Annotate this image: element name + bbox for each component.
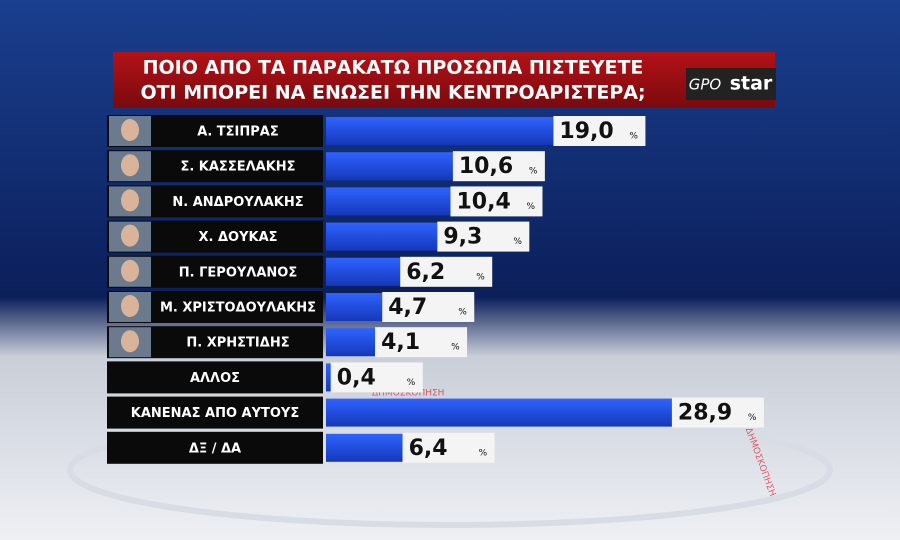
bar [326,222,438,251]
value-unit: % [458,308,467,318]
value-unit: % [407,378,416,388]
value-unit: % [526,202,535,212]
value-label: 4,7 [388,295,427,320]
value-label: 6,2 [406,260,445,285]
value-label: 0,4 [337,365,376,390]
photo-face [121,259,139,282]
value-box [437,221,530,252]
bar [326,433,403,462]
value-label: 4,1 [381,330,420,355]
bar [326,293,383,321]
watermark: ΔΗΜΟΣΚΟΠΗΣΗ [372,389,444,399]
category-label: ΚΑΝΕΝΑΣ ΑΠΟ ΑΥΤΟΥΣ [131,406,299,421]
value-label: 10,6 [459,154,513,179]
photo-face [121,189,139,212]
category-label: Π. ΧΡΗΣΤΙΔΗΣ [186,336,289,351]
photo-face [121,154,139,177]
bar [326,398,672,427]
photo-face [121,224,139,247]
bar [326,152,453,181]
value-label: 10,4 [456,189,510,214]
value-label: 19,0 [559,119,613,144]
value-box [553,116,646,146]
value-box [671,397,764,428]
bar [326,187,451,216]
value-box [375,327,468,358]
bar [326,117,554,145]
value-unit: % [479,448,488,458]
label-box [107,396,323,429]
value-box [402,432,495,463]
category-label: ΑΛΛΟΣ [190,371,240,386]
category-label: Ν. ΑΝΔΡΟΥΛΑΚΗΣ [172,195,303,210]
value-unit: % [529,167,538,177]
value-label: 6,4 [409,436,448,461]
value-box [382,292,475,322]
logo: star [730,73,773,95]
category-label: Μ. ΧΡΙΣΤΟΔΟΥΛΑΚΗΣ [160,301,316,316]
value-label: 9,3 [443,225,482,250]
value-unit: % [629,132,638,142]
photo-face [121,330,139,353]
bar [326,257,401,286]
value-box [450,186,543,217]
photo-face [121,119,139,141]
logo-box [686,68,776,100]
photo-face [121,295,139,317]
bar [326,363,331,392]
logo: GPO [689,76,722,94]
category-label: ΔΞ / ΔΑ [189,441,241,456]
value-box [400,256,493,287]
label-box [107,431,323,464]
value-box [330,362,423,393]
title-panel [113,52,775,108]
value-unit: % [476,272,485,282]
category-label: Α. ΤΣΙΠΡΑΣ [197,125,278,140]
value-unit: % [451,343,460,353]
category-label: Π. ΓΕΡΟΥΛΑΝΟΣ [179,265,297,280]
value-unit: % [513,237,522,247]
title: ΠΟΙΟ ΑΠΟ ΤΑ ΠΑΡΑΚΑΤΩ ΠΡΟΣΩΠΑ ΠΙΣΤΕΥΕΤΕ [143,57,644,79]
category-label: Χ. ΔΟΥΚΑΣ [198,230,277,245]
bar [326,328,376,357]
label-box [107,361,323,394]
category-label: Σ. ΚΑΣΣΕΛΑΚΗΣ [180,160,295,175]
value-box [452,151,545,182]
title: ΟΤΙ ΜΠΟΡΕΙ ΝΑ ΕΝΩΣΕΙ ΤΗΝ ΚΕΝΤΡΟΑΡΙΣΤΕΡΑ; [140,82,645,104]
value-unit: % [748,413,757,423]
value-label: 28,9 [678,401,732,426]
